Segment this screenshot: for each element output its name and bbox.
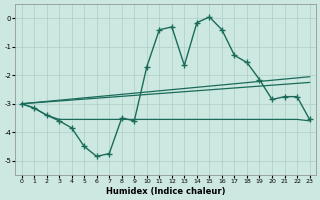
X-axis label: Humidex (Indice chaleur): Humidex (Indice chaleur) [106,187,225,196]
